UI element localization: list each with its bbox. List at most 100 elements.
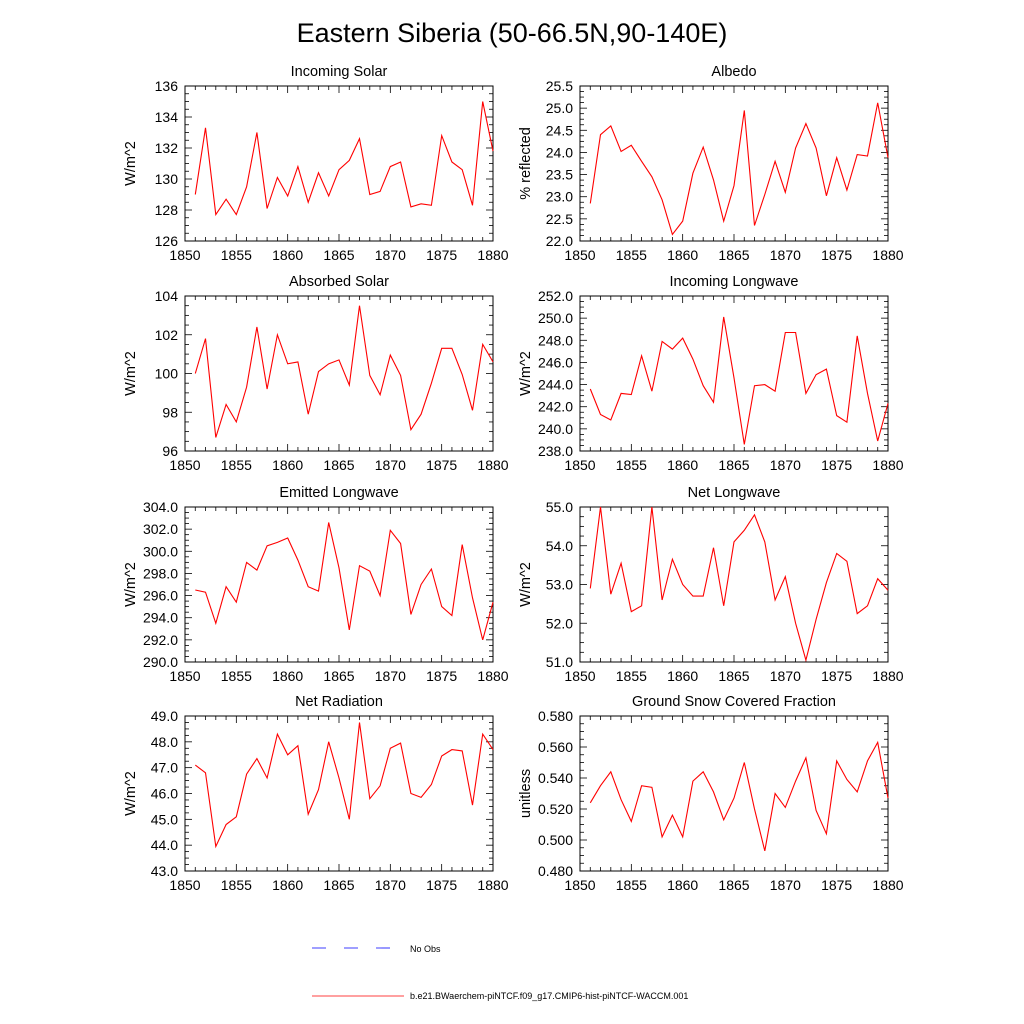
x-tick-label: 1850 xyxy=(564,247,595,263)
series-line xyxy=(194,305,494,438)
y-tick-label: 0.480 xyxy=(538,863,573,879)
y-tick-label: 52.0 xyxy=(546,615,573,631)
x-tick-label: 1850 xyxy=(564,668,595,684)
legend: No Obs b.e21.BWaerchem-piNTCF.f09_g17.CM… xyxy=(312,944,688,1001)
obs-legend-label: No Obs xyxy=(410,944,441,954)
y-axis-label: W/m^2 xyxy=(123,771,139,816)
y-tick-label: 0.500 xyxy=(538,832,573,848)
y-axis-label: % reflected xyxy=(518,127,534,200)
x-tick-label: 1855 xyxy=(221,668,252,684)
y-tick-label: 302.0 xyxy=(143,521,178,537)
y-tick-label: 126 xyxy=(155,233,179,249)
x-tick-label: 1865 xyxy=(718,247,749,263)
y-tick-label: 49.0 xyxy=(151,708,178,724)
x-tick-label: 1870 xyxy=(375,877,406,893)
y-tick-label: 252.0 xyxy=(538,288,573,304)
x-tick-label: 1880 xyxy=(477,877,508,893)
y-tick-label: 0.560 xyxy=(538,739,573,755)
x-tick-label: 1860 xyxy=(272,877,303,893)
y-tick-label: 25.0 xyxy=(546,100,573,116)
y-tick-label: 102 xyxy=(155,327,179,343)
x-tick-label: 1855 xyxy=(616,247,647,263)
chart-panel: Ground Snow Covered Fraction unitless 1850… xyxy=(518,694,904,893)
panel-title: Incoming Solar xyxy=(291,64,388,80)
chart-panel: Emitted Longwave W/m^2 1850 1855 1860 1865 187… xyxy=(123,485,509,684)
plot-frame xyxy=(579,506,889,663)
y-tick-label: 25.5 xyxy=(546,78,573,94)
plot-frame xyxy=(579,715,889,872)
y-tick-label: 244.0 xyxy=(538,377,573,393)
x-tick-label: 1865 xyxy=(718,668,749,684)
y-axis-label: unitless xyxy=(518,769,534,818)
y-axis-label: W/m^2 xyxy=(123,562,139,607)
y-tick-label: 54.0 xyxy=(546,538,573,554)
x-tick-label: 1855 xyxy=(616,668,647,684)
x-tick-label: 1855 xyxy=(616,877,647,893)
x-tick-label: 1870 xyxy=(770,877,801,893)
x-tick-label: 1880 xyxy=(872,247,903,263)
y-tick-label: 136 xyxy=(155,78,179,94)
panels: Incoming Solar W/m^2 1850 1855 1860 1865 1870 1… xyxy=(123,64,904,893)
y-tick-label: 43.0 xyxy=(151,863,178,879)
y-tick-label: 134 xyxy=(155,109,179,125)
x-tick-label: 1850 xyxy=(169,668,200,684)
panel-title: Ground Snow Covered Fraction xyxy=(632,694,836,710)
y-tick-label: 48.0 xyxy=(151,734,178,750)
y-tick-label: 23.5 xyxy=(546,167,573,183)
y-tick-label: 248.0 xyxy=(538,332,573,348)
x-tick-label: 1855 xyxy=(221,247,252,263)
series-line xyxy=(194,722,494,849)
y-tick-label: 294.0 xyxy=(143,610,178,626)
x-tick-label: 1865 xyxy=(718,457,749,473)
y-tick-label: 47.0 xyxy=(151,760,178,776)
y-axis-label: W/m^2 xyxy=(123,141,139,186)
figure-title: Eastern Siberia (50-66.5N,90-140E) xyxy=(297,18,728,48)
x-tick-label: 1875 xyxy=(426,457,457,473)
x-tick-label: 1855 xyxy=(221,457,252,473)
y-tick-label: 250.0 xyxy=(538,310,573,326)
x-tick-label: 1860 xyxy=(667,247,698,263)
y-tick-label: 96 xyxy=(162,443,178,459)
y-tick-label: 53.0 xyxy=(546,577,573,593)
plot-frame xyxy=(184,85,494,242)
plot-frame xyxy=(184,506,494,663)
x-tick-label: 1860 xyxy=(667,668,698,684)
x-tick-label: 1860 xyxy=(272,668,303,684)
chart-panel: Absorbed Solar W/m^2 1850 1855 1860 1865 1870 1… xyxy=(123,274,509,473)
x-tick-label: 1880 xyxy=(872,668,903,684)
x-tick-label: 1875 xyxy=(426,668,457,684)
x-tick-label: 1850 xyxy=(169,457,200,473)
x-tick-label: 1880 xyxy=(477,247,508,263)
x-tick-label: 1875 xyxy=(821,457,852,473)
chart-panel: Incoming Longwave W/m^2 1850 1855 1860 1865 18… xyxy=(518,274,904,473)
x-tick-label: 1850 xyxy=(169,877,200,893)
y-axis-label: W/m^2 xyxy=(518,562,534,607)
series-line xyxy=(589,102,889,236)
y-tick-label: 98 xyxy=(162,404,178,420)
series-line xyxy=(195,522,494,641)
x-tick-label: 1865 xyxy=(323,247,354,263)
y-tick-label: 296.0 xyxy=(143,588,178,604)
x-tick-label: 1870 xyxy=(375,247,406,263)
x-tick-label: 1860 xyxy=(667,877,698,893)
panel-title: Net Longwave xyxy=(688,485,781,501)
y-axis-label: W/m^2 xyxy=(123,351,139,396)
y-axis-label: W/m^2 xyxy=(518,351,534,396)
y-tick-label: 100 xyxy=(155,366,179,382)
plot-frame xyxy=(184,715,494,872)
chart-panel: Net Longwave W/m^2 1850 1855 1860 1865 1870 187… xyxy=(518,485,904,684)
x-tick-label: 1860 xyxy=(272,457,303,473)
y-tick-label: 0.580 xyxy=(538,708,573,724)
x-tick-label: 1850 xyxy=(169,247,200,263)
x-tick-label: 1860 xyxy=(272,247,303,263)
y-tick-label: 304.0 xyxy=(143,499,178,515)
panel-title: Net Radiation xyxy=(295,694,383,710)
y-tick-label: 130 xyxy=(155,171,179,187)
y-tick-label: 242.0 xyxy=(538,399,573,415)
y-tick-label: 0.520 xyxy=(538,801,573,817)
y-tick-label: 55.0 xyxy=(546,499,573,515)
series-line xyxy=(194,101,494,217)
x-tick-label: 1865 xyxy=(718,877,749,893)
x-tick-label: 1870 xyxy=(770,247,801,263)
